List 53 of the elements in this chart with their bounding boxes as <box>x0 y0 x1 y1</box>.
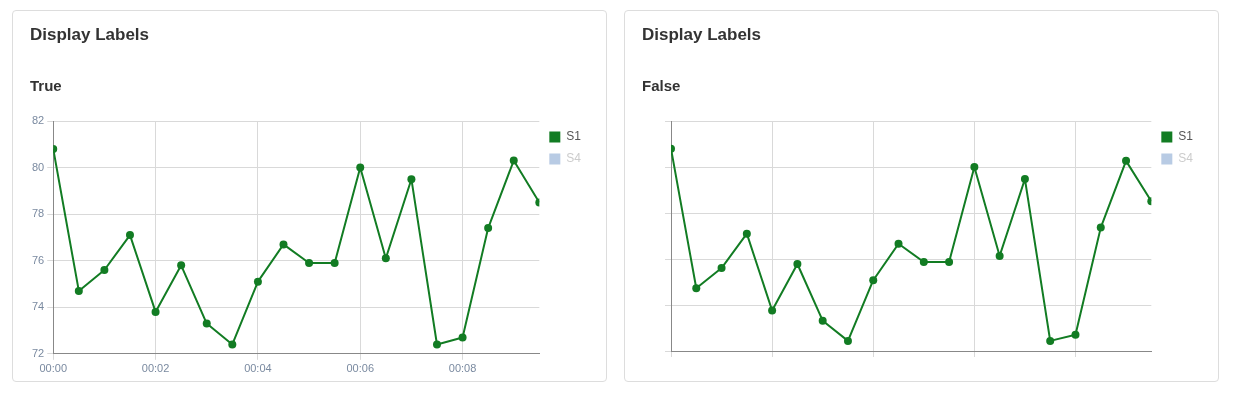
point <box>432 340 441 349</box>
point <box>279 240 288 249</box>
point <box>202 319 211 328</box>
point <box>919 257 928 266</box>
x-tick-label: 00:06 <box>346 362 374 375</box>
point <box>970 162 979 171</box>
point <box>1046 336 1055 345</box>
point <box>100 265 109 274</box>
point <box>356 163 365 172</box>
point <box>692 284 701 293</box>
point <box>995 251 1004 260</box>
chart-title: Display Labels <box>30 25 150 45</box>
y-tick-label: 74 <box>31 300 45 313</box>
point <box>1096 223 1105 232</box>
x-tick-label: 00:08 <box>448 362 477 375</box>
chart-subtitle: False <box>642 77 681 94</box>
point <box>125 231 134 240</box>
point <box>253 277 262 286</box>
point <box>74 286 83 295</box>
point <box>768 306 777 315</box>
point <box>1122 156 1131 165</box>
point <box>818 316 827 325</box>
point <box>793 260 802 269</box>
x-tick-label: 00:00 <box>39 362 67 375</box>
point <box>869 276 878 285</box>
point <box>330 259 339 268</box>
point <box>407 175 416 184</box>
point <box>151 307 160 316</box>
legend-label: S1 <box>566 129 582 144</box>
point <box>1071 330 1080 339</box>
point <box>843 336 852 345</box>
y-tick-label: 72 <box>31 346 45 359</box>
point <box>742 229 751 238</box>
chart-title: Display Labels <box>642 25 762 45</box>
y-tick-label: 78 <box>31 207 45 220</box>
point <box>894 239 903 248</box>
point <box>458 333 467 342</box>
x-tick-label: 00:02 <box>141 362 170 375</box>
point <box>509 156 518 165</box>
point <box>381 254 390 263</box>
legend-label: S1 <box>1178 129 1194 144</box>
x-tick-label: 00:04 <box>244 362 272 375</box>
y-tick-label: 76 <box>31 253 45 266</box>
point <box>177 261 186 270</box>
point <box>484 224 493 233</box>
point <box>228 340 237 349</box>
point <box>945 257 954 266</box>
point <box>717 264 726 273</box>
chart-subtitle: True <box>30 77 62 94</box>
y-tick-label: 80 <box>31 160 45 173</box>
point <box>1020 175 1029 184</box>
y-tick-label: 82 <box>31 114 45 127</box>
point <box>305 259 314 268</box>
